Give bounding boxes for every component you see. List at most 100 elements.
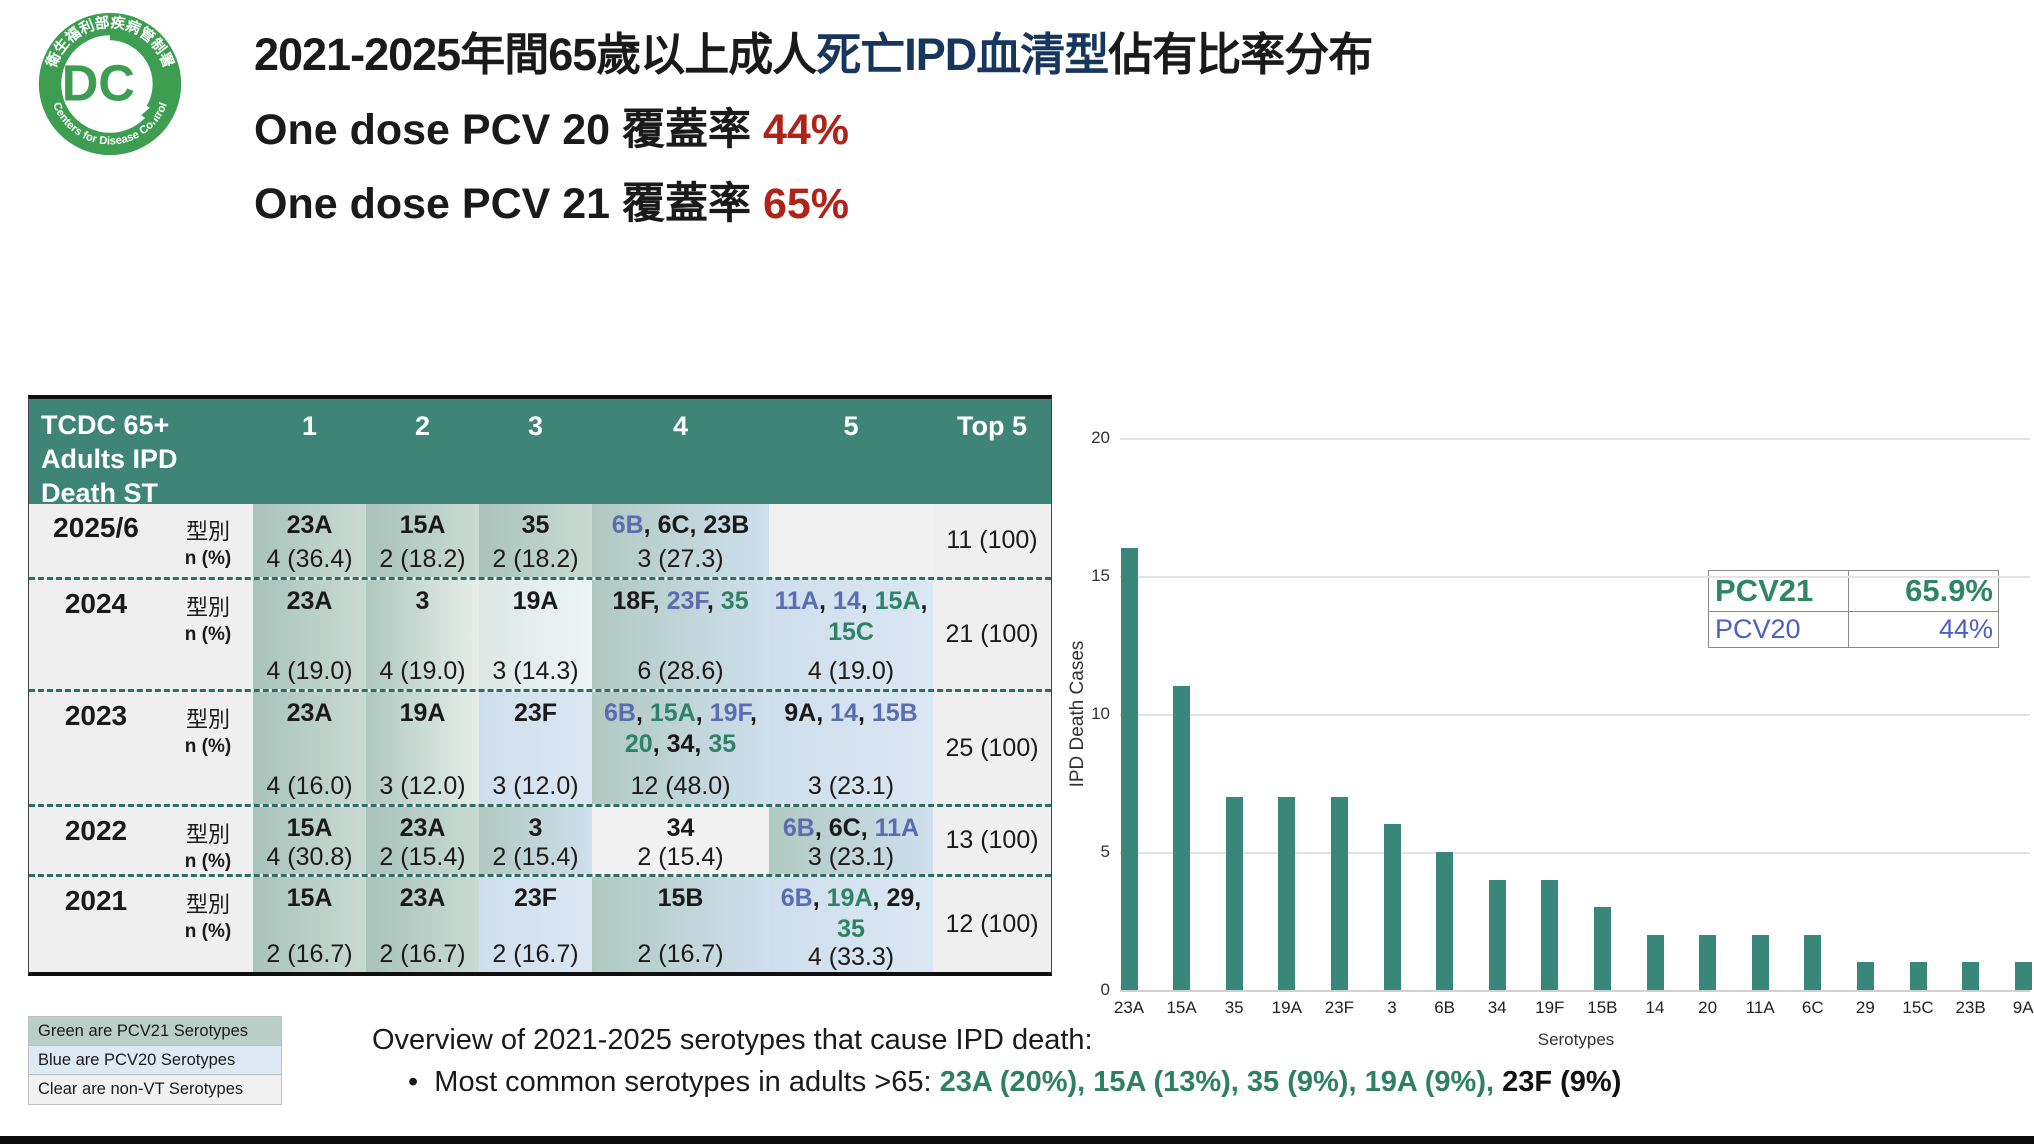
logo-inner-disc	[61, 35, 159, 133]
serotype-cell-rank-4: 6B, 6C, 23B 3 (27.3)	[592, 504, 769, 577]
serotype-cell-rank-4: 34 2 (15.4)	[592, 807, 769, 874]
serotype-token: 29,	[886, 884, 922, 912]
serotype-count: 2 (15.4)	[492, 842, 579, 871]
serotype-token: ,	[695, 699, 710, 727]
x-axis-line	[1120, 990, 2030, 992]
table-header-rank-4: 4	[672, 411, 689, 441]
x-tick-19A: 19A	[1271, 998, 1302, 1017]
serotype-names: 23A	[256, 698, 363, 729]
inset-label: PCV21	[1709, 571, 1849, 611]
serotype-cell-rank-2: 3 4 (19.0)	[366, 580, 479, 689]
serotype-cell-rank-4: 6B, 15A, 19F, 20, 34, 35 12 (48.0)	[592, 692, 769, 804]
overview-bullet-prefix: Most common serotypes in adults >65:	[434, 1066, 940, 1098]
serotype-token: 20	[624, 729, 653, 758]
serotype-token: ,	[706, 587, 721, 615]
serotype-token: 3	[415, 587, 430, 615]
serotype-token: ,	[652, 729, 667, 758]
serotype-token: 6B	[604, 699, 636, 727]
year-cell: 2022	[64, 815, 128, 846]
n-percent-label: n (%)	[184, 921, 232, 942]
chart-bar-19A	[1278, 796, 1296, 990]
chart-bar-9A	[2014, 962, 2032, 990]
chart-bar-34	[1488, 879, 1506, 990]
serotype-token: 34	[666, 729, 695, 758]
serotype-token: 23A	[286, 699, 333, 727]
serotype-rank-table: TCDC 65+ Adults IPD Death ST 1 2 3 4 5 Top 5 …	[28, 395, 1052, 976]
serotype-count: 4 (16.0)	[266, 771, 353, 800]
serotype-token: 18F,	[612, 587, 667, 615]
serotype-count: 4 (33.3)	[807, 943, 895, 971]
x-tick-11A: 11A	[1745, 998, 1775, 1017]
serotype-token: 14	[832, 587, 861, 615]
bottom-black-strip	[0, 1136, 2034, 1144]
table-header-title: TCDC 65+ Adults IPD Death ST	[41, 410, 178, 508]
pcv21-coverage-value: 65%	[762, 180, 850, 228]
serotype-token: ,	[812, 884, 827, 912]
n-percent-label: n (%)	[184, 851, 232, 872]
serotype-token: 6B	[782, 814, 815, 842]
serotype-names: 15A	[256, 813, 363, 844]
serotype-cell-rank-3: 19A 3 (14.3)	[479, 580, 592, 689]
x-tick-23F: 23F	[1324, 998, 1355, 1017]
serotype-token: ,	[750, 699, 757, 727]
pcv-coverage-inset-table: PCV21 65.9% PCV20 44%	[1708, 570, 1999, 648]
overview-bullet-black: 23F (9%)	[1502, 1066, 1622, 1098]
serotype-cell-rank-3: 23F 2 (16.7)	[479, 877, 592, 972]
row-label-cell: 型別 n (%)	[163, 807, 253, 874]
page-title: 2021-2025年間65歲以上成人死亡IPD血清型佔有比率分布	[254, 18, 1373, 83]
chart-bar-15A	[1173, 686, 1191, 990]
serotype-cell-rank-3: 35 2 (18.2)	[479, 504, 592, 577]
table-header-rank-5: 5	[843, 411, 859, 441]
serotype-count: 2 (16.7)	[266, 939, 353, 968]
serotype-cell-rank-2: 15A 2 (18.2)	[366, 504, 479, 577]
serotype-count: 3 (23.1)	[807, 771, 895, 800]
overview-bullet-green: 23A (20%), 15A (13%), 35 (9%), 19A (9%),	[939, 1066, 1503, 1098]
chart-bar-6B	[1436, 852, 1454, 990]
chart-bar-23F	[1330, 796, 1348, 990]
serotype-count: 6 (28.6)	[637, 656, 724, 685]
title-part1: 2021-2025年間65歲以上成人	[254, 29, 817, 80]
serotype-token: 19A	[512, 587, 559, 615]
row-label-cell: 型別 n (%)	[163, 580, 253, 689]
serotype-count: 2 (16.7)	[379, 939, 466, 968]
serotype-names: 23F	[482, 698, 589, 729]
pcv20-coverage-line: One dose PCV 20 覆蓋率 44%	[254, 95, 1372, 157]
year-cell: 2023	[64, 700, 128, 731]
serotype-token: 6C,	[828, 814, 875, 842]
chart-bar-11A	[1751, 934, 1769, 990]
serotype-token: 11A	[774, 587, 820, 615]
top5-total-cell: 13 (100)	[933, 807, 1051, 874]
serotype-count: 2 (16.7)	[492, 939, 579, 968]
serotype-token: 15B	[657, 884, 704, 912]
serotype-count: 2 (18.2)	[492, 544, 579, 573]
inset-row-pcv21: PCV21 65.9%	[1709, 571, 1998, 612]
logo-monogram: DC	[62, 55, 135, 112]
gridline-10	[1120, 714, 2030, 716]
type-label: 型別	[185, 822, 230, 847]
type-label: 型別	[185, 707, 230, 732]
chart-bar-14	[1646, 934, 1664, 990]
serotype-cell-rank-2: 23A 2 (15.4)	[366, 807, 479, 874]
n-percent-label: n (%)	[184, 548, 232, 569]
x-tick-14: 14	[1645, 998, 1665, 1017]
table-body: 2025/6 型別 n (%) 23A 4 (36.4) 15A 2 (18.2) 35 2 (…	[29, 504, 1051, 972]
serotype-token: 11A	[874, 814, 920, 842]
serotype-names: 15A	[256, 883, 363, 914]
serotype-names: 23A	[256, 586, 363, 617]
pcv20-coverage-value: 44%	[762, 106, 850, 154]
serotype-count: 2 (16.7)	[637, 939, 724, 968]
serotype-names: 23A	[369, 883, 476, 914]
table-row-2024: 2024 型別 n (%) 23A 4 (19.0) 3 4 (19.0) 19A 3 (14.…	[29, 577, 1051, 689]
chart-bar-29	[1856, 962, 1874, 990]
chart-bar-23B	[1962, 962, 1980, 990]
serotype-token: 23F	[666, 587, 707, 615]
serotype-token: ,	[694, 729, 709, 758]
serotype-count: 4 (36.4)	[266, 544, 353, 573]
x-tick-20: 20	[1698, 998, 1718, 1017]
serotype-token: 6C, 23B	[657, 511, 750, 539]
top5-total-cell: 21 (100)	[933, 580, 1051, 689]
serotype-token: ,	[860, 587, 875, 615]
serotype-token: ,	[814, 814, 829, 842]
legend-item-2: Clear are non-VT Serotypes	[29, 1075, 281, 1104]
